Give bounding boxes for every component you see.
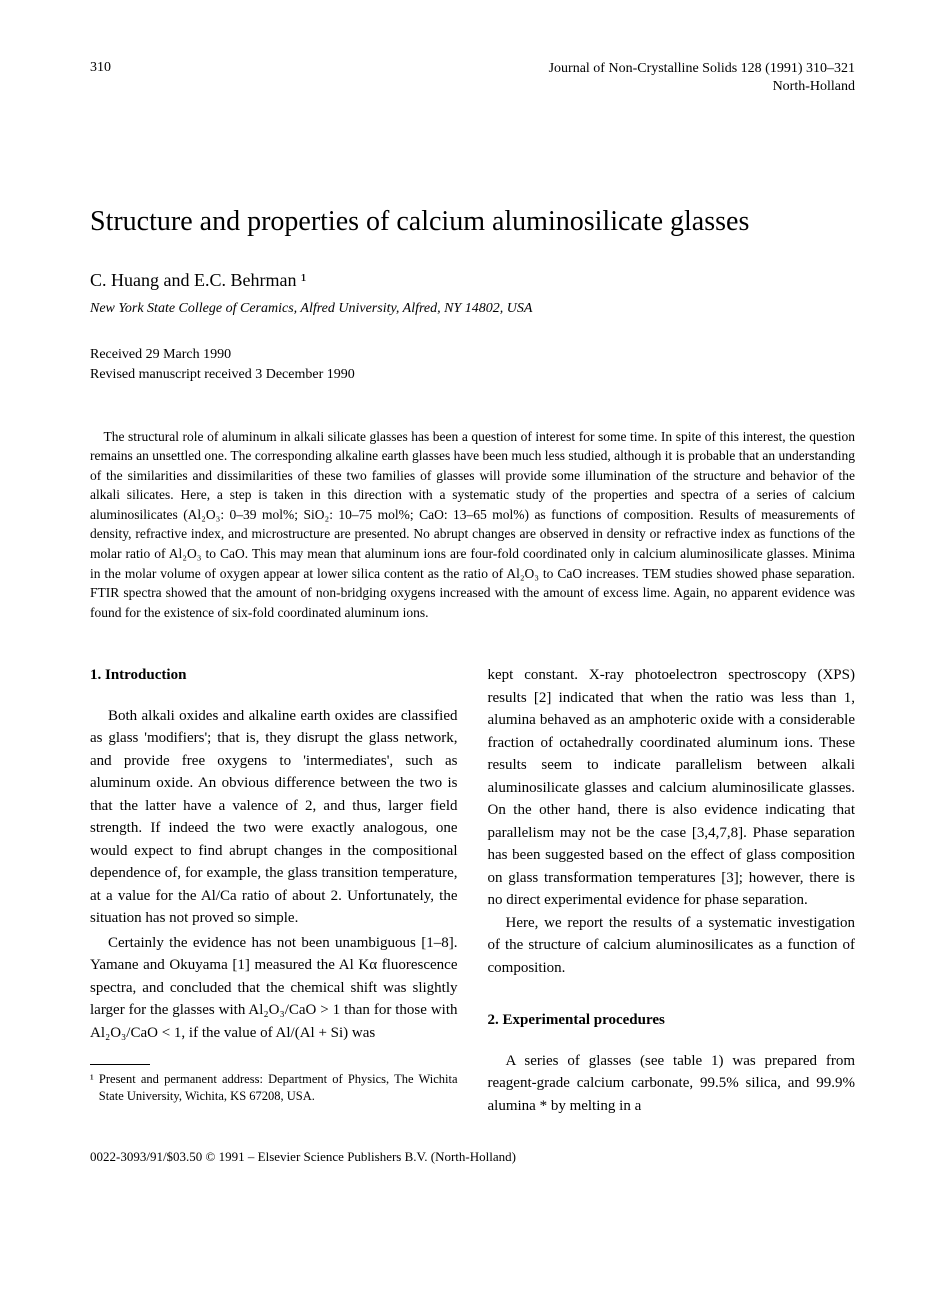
- journal-citation: Journal of Non-Crystalline Solids 128 (1…: [549, 60, 855, 78]
- exp-para-1: A series of glasses (see table 1) was pr…: [488, 1050, 856, 1118]
- intro-para-3: kept constant. X-ray photoelectron spect…: [488, 664, 856, 912]
- publisher: North-Holland: [549, 78, 855, 96]
- page-number: 310: [90, 60, 111, 96]
- section-2-heading: 2. Experimental procedures: [488, 1009, 856, 1032]
- intro-continuation: kept constant. X-ray photoelectron spect…: [488, 664, 856, 979]
- left-column: 1. Introduction Both alkali oxides and a…: [90, 664, 458, 1119]
- intro-para-1: Both alkali oxides and alkaline earth ox…: [90, 705, 458, 930]
- header: 310 Journal of Non-Crystalline Solids 12…: [90, 60, 855, 96]
- section-1-heading: 1. Introduction: [90, 664, 458, 687]
- affiliation: New York State College of Ceramics, Alfr…: [90, 301, 855, 317]
- dates-block: Received 29 March 1990 Revised manuscrip…: [90, 345, 855, 384]
- body-columns: 1. Introduction Both alkali oxides and a…: [90, 664, 855, 1119]
- footnote-divider: [90, 1064, 150, 1065]
- revised-date: Revised manuscript received 3 December 1…: [90, 365, 855, 385]
- journal-info: Journal of Non-Crystalline Solids 128 (1…: [549, 60, 855, 96]
- right-column: kept constant. X-ray photoelectron spect…: [488, 664, 856, 1119]
- abstract: The structural role of aluminum in alkal…: [90, 427, 855, 623]
- intro-para-4: Here, we report the results of a systema…: [488, 912, 856, 980]
- copyright-footer: 0022-3093/91/$03.50 © 1991 – Elsevier Sc…: [90, 1149, 855, 1165]
- received-date: Received 29 March 1990: [90, 345, 855, 365]
- footnote-1: ¹ Present and permanent address: Departm…: [90, 1071, 458, 1105]
- authors: C. Huang and E.C. Behrman ¹: [90, 270, 855, 291]
- intro-para-2: Certainly the evidence has not been unam…: [90, 932, 458, 1045]
- article-title: Structure and properties of calcium alum…: [90, 206, 855, 238]
